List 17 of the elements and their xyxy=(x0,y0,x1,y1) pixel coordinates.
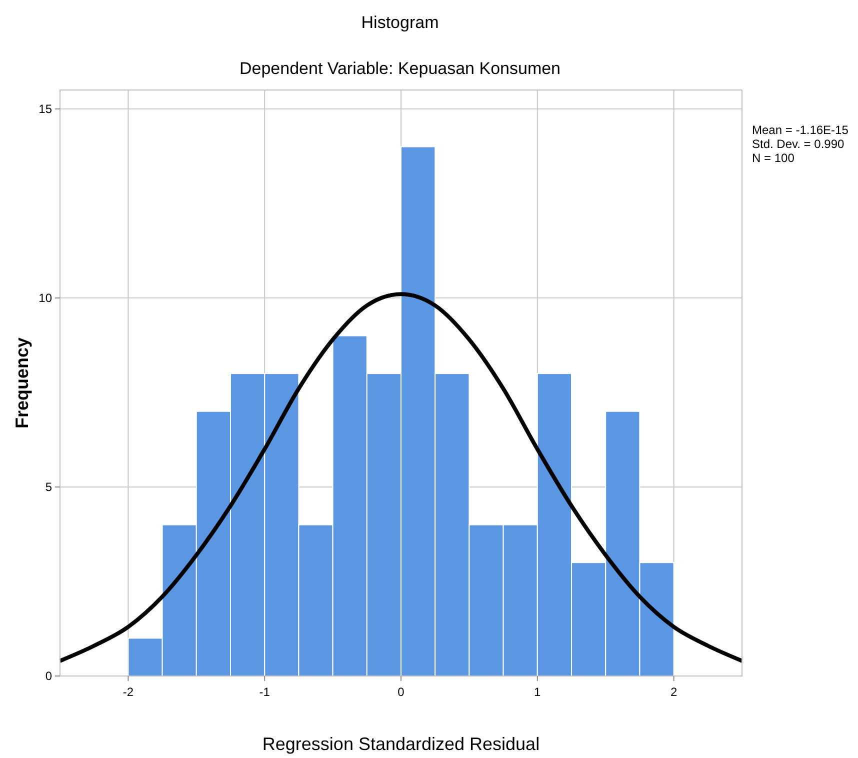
y-tick-label: 5 xyxy=(45,480,52,494)
text: N = 100 xyxy=(752,151,795,165)
text: Mean = -1.16E-15 xyxy=(752,123,849,137)
y-tick-label: 10 xyxy=(38,290,52,305)
x-tick-label: -1 xyxy=(259,685,270,699)
line-series xyxy=(58,292,744,663)
x-tick-label: 0 xyxy=(398,685,405,699)
y-axis-title: Frequency xyxy=(12,337,32,429)
x-tick-label: 1 xyxy=(534,685,542,699)
chart-subtitle: Dependent Variable: Kepuasan Konsumen xyxy=(239,59,561,78)
x-tick-label: 2 xyxy=(670,685,678,699)
text: Std. Dev. = 0.990 xyxy=(752,137,844,151)
y-tick-label: 0 xyxy=(45,669,52,683)
y-tick-label: 15 xyxy=(38,102,52,116)
chart-title: Histogram xyxy=(361,13,439,32)
x-axis-title: Regression Standardized Residual xyxy=(262,734,540,754)
x-tick-label: -2 xyxy=(122,685,134,699)
